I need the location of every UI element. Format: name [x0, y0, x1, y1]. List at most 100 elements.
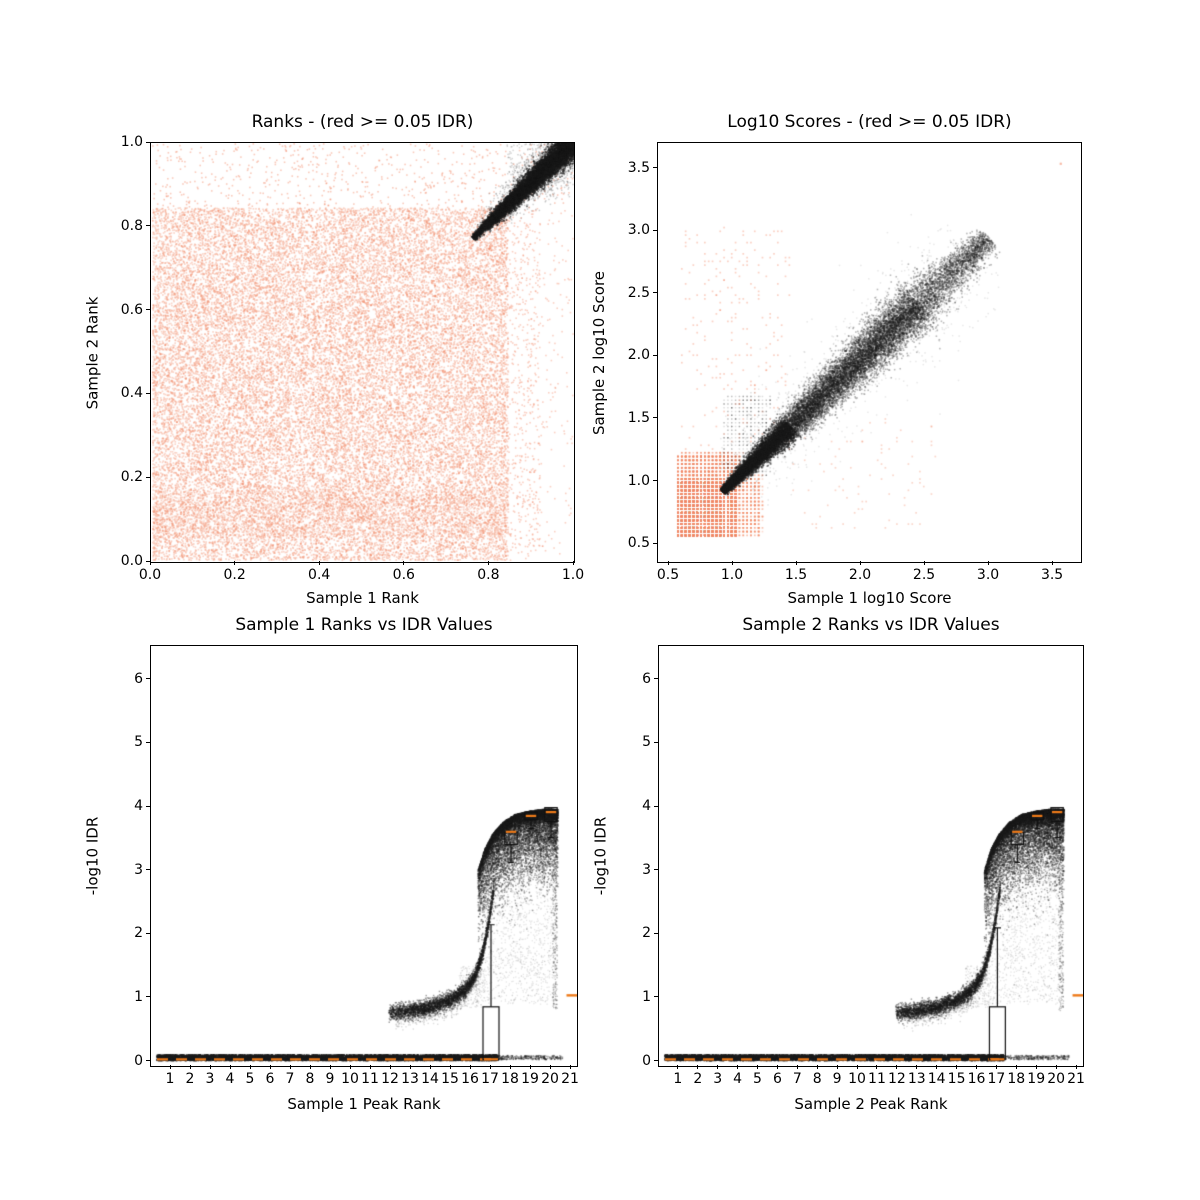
x-tick: [896, 1065, 898, 1069]
x-tick: [318, 561, 320, 565]
x-tick-label: 12: [887, 1071, 906, 1087]
x-tick: [697, 1065, 699, 1069]
x-tick: [289, 1065, 291, 1069]
y-tick-label: 0: [642, 1052, 651, 1069]
x-tick: [309, 1065, 311, 1069]
x-tick: [836, 1065, 838, 1069]
x-tick-label: 16: [461, 1071, 479, 1087]
x-tick: [349, 1065, 351, 1069]
y-tick-label: 0.0: [120, 553, 143, 569]
x-tick-label: 21: [561, 1071, 579, 1087]
y-tick: [654, 678, 658, 680]
x-tick-label: 3.0: [976, 567, 1000, 583]
y-tick: [654, 869, 658, 871]
x-tick-label: 1.0: [561, 567, 585, 583]
y-tick: [146, 932, 150, 934]
x-tick-label: 20: [541, 1071, 559, 1087]
y-tick-label: 3.0: [627, 222, 650, 239]
x-tick-label: 14: [927, 1071, 946, 1087]
x-tick: [149, 561, 151, 565]
x-tick: [876, 1065, 878, 1069]
log10-scores-scatter-canvas: [658, 143, 1081, 562]
x-tick-label: 17: [481, 1071, 499, 1087]
panel-sample1-rank-idr: Sample 1 Ranks vs IDR Values -log10 IDR …: [83, 615, 579, 1113]
y-tick: [146, 678, 150, 680]
x-tick-label: 11: [868, 1071, 886, 1087]
y-tick: [654, 932, 658, 934]
panel-log10-scores: Log10 Scores - (red >= 0.05 IDR) Sample …: [590, 112, 1082, 607]
y-axis-label: Sample 2 log10 Score: [590, 270, 608, 435]
x-tick: [1035, 1065, 1037, 1069]
x-tick: [487, 561, 489, 565]
y-tick-label: 3.5: [627, 159, 650, 176]
y-tick: [146, 996, 150, 998]
x-tick: [956, 1065, 958, 1069]
plot-title: Sample 2 Ranks vs IDR Values: [742, 615, 1000, 635]
x-tick: [269, 1065, 271, 1069]
y-tick: [653, 229, 657, 231]
x-tick-label: 21: [1067, 1071, 1085, 1087]
y-tick: [146, 141, 150, 143]
x-tick: [369, 1065, 371, 1069]
x-tick-label: 15: [947, 1071, 966, 1087]
plot-area: [150, 142, 575, 563]
y-tick-label: 3: [134, 861, 143, 878]
x-tick-label: 7: [285, 1071, 295, 1087]
x-tick: [859, 561, 861, 565]
y-tick: [146, 741, 150, 743]
y-tick: [654, 741, 658, 743]
y-tick: [654, 1060, 658, 1062]
x-tick-label: 0.4: [308, 567, 331, 583]
y-tick-label: 1: [642, 988, 651, 1005]
y-tick-label: 0.8: [120, 217, 143, 234]
x-tick: [234, 561, 236, 565]
x-tick: [1075, 1065, 1077, 1069]
plot-area: [657, 142, 1082, 563]
x-tick: [816, 1065, 818, 1069]
x-tick: [209, 1065, 211, 1069]
x-tick: [975, 1065, 977, 1069]
x-tick-label: 8: [305, 1071, 315, 1087]
x-tick-label: 3: [713, 1071, 723, 1087]
x-tick-label: 11: [361, 1071, 379, 1087]
x-tick-label: 2.0: [848, 567, 872, 583]
x-tick-label: 4: [733, 1071, 743, 1087]
x-tick-label: 1: [165, 1071, 175, 1087]
y-tick-label: 0.5: [627, 535, 650, 552]
x-tick: [737, 1065, 739, 1069]
y-tick-label: 2.0: [627, 347, 650, 364]
x-tick-label: 13: [401, 1071, 419, 1087]
y-tick-label: 1.0: [120, 134, 143, 150]
x-tick-label: 3: [205, 1071, 215, 1087]
y-tick: [653, 542, 657, 544]
y-tick-label: 2: [134, 925, 143, 942]
y-tick-label: 2.5: [627, 284, 650, 301]
y-axis-label: -log10 IDR: [83, 816, 101, 896]
y-tick: [146, 392, 150, 394]
x-tick: [795, 561, 797, 565]
x-tick-label: 0.0: [138, 567, 162, 583]
x-tick: [796, 1065, 798, 1069]
y-axis-label: Sample 2 Rank: [83, 296, 101, 409]
x-tick: [449, 1065, 451, 1069]
x-tick: [1051, 561, 1053, 565]
x-tick-label: 6: [772, 1071, 782, 1087]
plot-title: Ranks - (red >= 0.05 IDR): [251, 112, 474, 132]
y-tick: [653, 167, 657, 169]
y-tick: [146, 476, 150, 478]
x-tick: [329, 1065, 331, 1069]
x-tick: [169, 1065, 171, 1069]
y-tick-label: 4: [642, 798, 651, 814]
x-axis-label: Sample 1 log10 Score: [787, 589, 952, 607]
x-tick: [717, 1065, 719, 1069]
panel-sample2-rank-idr: Sample 2 Ranks vs IDR Values -log10 IDR …: [591, 615, 1085, 1113]
x-axis-label: Sample 1 Peak Rank: [287, 1095, 441, 1113]
x-tick: [189, 1065, 191, 1069]
x-tick-label: 1.0: [720, 567, 744, 583]
x-tick-label: 20: [1047, 1071, 1066, 1087]
y-tick-label: 1.5: [627, 409, 650, 426]
x-tick: [757, 1065, 759, 1069]
y-tick-label: 0.6: [120, 301, 143, 318]
y-tick-label: 0.4: [120, 385, 143, 402]
panel-ranks: Ranks - (red >= 0.05 IDR) Sample 2 Rank …: [83, 112, 584, 607]
